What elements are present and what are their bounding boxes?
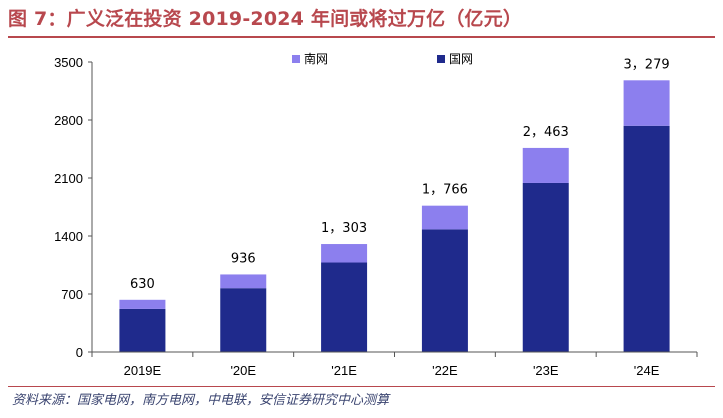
- legend-swatch: [437, 55, 445, 63]
- total-data-label: 936: [231, 251, 256, 266]
- x-tick-label: '22E: [432, 363, 458, 378]
- bar-segment-nanwang: [522, 147, 569, 183]
- bars-group: [119, 80, 670, 352]
- bar-segment-nanwang: [321, 244, 368, 263]
- title-divider: [8, 36, 715, 38]
- legend: 南网 国网: [292, 51, 473, 66]
- total-data-label: 1，766: [422, 183, 468, 198]
- stacked-bar-chart: 南网 国网 0 700 1400 2100 2800 3500 2019E '20E '21E '2…: [54, 51, 698, 378]
- bar-segment-guowang: [522, 182, 569, 352]
- bar-segment-guowang: [623, 125, 670, 352]
- bar-segment-nanwang: [220, 274, 267, 289]
- source-divider: [8, 386, 715, 387]
- x-tick-label: '21E: [331, 363, 357, 378]
- total-data-label: 2，463: [523, 125, 569, 140]
- axes-group: 0 700 1400 2100 2800 3500 2019E '20E '21E '22E '23…: [54, 55, 698, 378]
- bar-segment-guowang: [421, 229, 468, 352]
- x-tick-label: '20E: [230, 363, 256, 378]
- bar-segment-guowang: [321, 262, 368, 352]
- bar-segment-nanwang: [119, 299, 166, 309]
- total-data-label: 630: [130, 277, 155, 292]
- total-data-label: 3，279: [624, 57, 670, 72]
- page-title: 图 7：广义泛在投资 2019-2024 年间或将过万亿（亿元）: [8, 8, 523, 30]
- x-tick-label: 2019E: [124, 363, 162, 378]
- y-tick-label: 700: [61, 287, 83, 302]
- x-tick-label: '24E: [634, 363, 660, 378]
- y-tick-label: 1400: [54, 229, 83, 244]
- total-data-label: 1，303: [321, 221, 367, 236]
- source-note: 资料来源：国家电网，南方电网，中电联，安信证券研究中心测算: [12, 393, 390, 408]
- y-tick-label: 2100: [54, 171, 83, 186]
- bar-segment-guowang: [220, 288, 267, 352]
- bar-segment-guowang: [119, 308, 166, 352]
- y-tick-label: 0: [76, 345, 83, 360]
- bar-segment-nanwang: [623, 80, 670, 126]
- y-tick-label: 3500: [54, 55, 83, 70]
- x-tick-label: '23E: [533, 363, 559, 378]
- y-tick-label: 2800: [54, 113, 83, 128]
- bar-segment-nanwang: [421, 205, 468, 230]
- legend-label: 国网: [449, 52, 473, 66]
- legend-swatch: [292, 55, 300, 63]
- legend-label: 南网: [304, 51, 328, 66]
- data-labels-group: 630 936 1，303 1，766 2，463 3，279: [130, 57, 670, 291]
